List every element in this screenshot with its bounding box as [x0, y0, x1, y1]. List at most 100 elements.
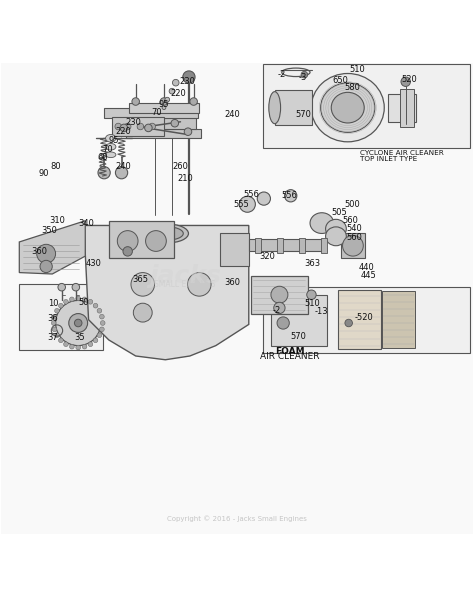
- Circle shape: [345, 319, 353, 327]
- Circle shape: [137, 123, 144, 130]
- Text: -3: -3: [299, 72, 307, 82]
- Ellipse shape: [320, 83, 375, 133]
- Text: 36: 36: [47, 314, 58, 323]
- Circle shape: [173, 79, 179, 86]
- Text: 520: 520: [401, 75, 417, 84]
- Bar: [219, 233, 249, 266]
- Circle shape: [52, 327, 57, 332]
- Circle shape: [55, 300, 101, 346]
- Circle shape: [64, 342, 68, 347]
- Bar: [263, 287, 470, 353]
- Circle shape: [100, 327, 104, 332]
- Text: 260: 260: [173, 162, 188, 171]
- Text: 60: 60: [97, 153, 108, 162]
- Ellipse shape: [146, 224, 189, 243]
- Circle shape: [284, 190, 297, 202]
- Bar: [388, 94, 416, 122]
- Text: AIR CLEANER: AIR CLEANER: [260, 352, 319, 361]
- Circle shape: [97, 309, 102, 313]
- Circle shape: [58, 303, 63, 308]
- Circle shape: [52, 314, 57, 319]
- Text: -520: -520: [355, 313, 374, 322]
- Text: 510: 510: [304, 298, 320, 307]
- Circle shape: [100, 321, 105, 325]
- Bar: [126, 129, 201, 139]
- Circle shape: [274, 302, 285, 313]
- Text: 555: 555: [234, 200, 250, 209]
- Text: 95: 95: [108, 136, 119, 145]
- Text: 220: 220: [170, 89, 186, 98]
- Ellipse shape: [326, 227, 346, 246]
- Text: 80: 80: [50, 162, 61, 171]
- Text: CYCLONE AIR CLEANER: CYCLONE AIR CLEANER: [359, 150, 443, 156]
- Text: 35: 35: [74, 333, 84, 341]
- Bar: [128, 103, 199, 113]
- Circle shape: [124, 123, 131, 130]
- Polygon shape: [19, 221, 85, 274]
- Bar: [275, 90, 312, 125]
- Circle shape: [133, 303, 152, 322]
- Circle shape: [307, 290, 316, 300]
- Text: 560: 560: [342, 216, 358, 225]
- Circle shape: [64, 300, 68, 304]
- Circle shape: [55, 309, 59, 313]
- Text: 363: 363: [304, 259, 320, 267]
- Text: 70: 70: [102, 144, 113, 153]
- Circle shape: [146, 230, 166, 251]
- Circle shape: [190, 98, 197, 105]
- Bar: [321, 238, 327, 253]
- Circle shape: [188, 273, 211, 296]
- Ellipse shape: [326, 219, 346, 238]
- Bar: [19, 284, 103, 350]
- Circle shape: [257, 192, 271, 205]
- Text: 445: 445: [361, 272, 377, 281]
- Text: 310: 310: [49, 216, 65, 225]
- Circle shape: [69, 313, 88, 333]
- Text: 650: 650: [333, 76, 348, 85]
- Bar: [299, 238, 305, 253]
- Text: 70: 70: [152, 108, 162, 117]
- Bar: [382, 291, 415, 347]
- Text: 500: 500: [345, 200, 360, 209]
- Text: jacks: jacks: [149, 264, 221, 288]
- Text: -13: -13: [315, 307, 328, 316]
- Text: 350: 350: [42, 226, 57, 235]
- Circle shape: [401, 77, 410, 87]
- Text: 570: 570: [290, 332, 306, 341]
- Text: 505: 505: [332, 208, 347, 217]
- Circle shape: [36, 244, 55, 263]
- Circle shape: [70, 297, 74, 301]
- Circle shape: [40, 260, 52, 273]
- Circle shape: [149, 123, 155, 130]
- Ellipse shape: [311, 73, 384, 142]
- Text: 556: 556: [281, 191, 297, 200]
- Text: 95: 95: [159, 100, 169, 109]
- Circle shape: [277, 317, 289, 329]
- Circle shape: [120, 124, 128, 132]
- Circle shape: [100, 314, 104, 319]
- Text: 360: 360: [31, 247, 47, 256]
- Text: 210: 210: [177, 174, 193, 183]
- Ellipse shape: [269, 91, 281, 124]
- Text: 556: 556: [243, 190, 259, 199]
- Circle shape: [239, 196, 255, 213]
- Bar: [255, 238, 261, 253]
- Bar: [341, 232, 365, 259]
- Circle shape: [271, 286, 288, 303]
- Circle shape: [88, 342, 93, 347]
- Text: 340: 340: [78, 219, 94, 227]
- Circle shape: [97, 333, 102, 338]
- Bar: [249, 239, 322, 251]
- Circle shape: [70, 344, 74, 349]
- Polygon shape: [84, 226, 249, 360]
- Text: -2: -2: [278, 70, 286, 79]
- Circle shape: [301, 72, 308, 78]
- Text: 230: 230: [180, 77, 195, 86]
- Circle shape: [115, 123, 121, 130]
- Text: 580: 580: [345, 83, 360, 92]
- Text: 320: 320: [260, 251, 275, 260]
- Circle shape: [162, 106, 166, 109]
- Circle shape: [184, 128, 192, 136]
- Text: 230: 230: [126, 118, 141, 127]
- Ellipse shape: [106, 152, 116, 158]
